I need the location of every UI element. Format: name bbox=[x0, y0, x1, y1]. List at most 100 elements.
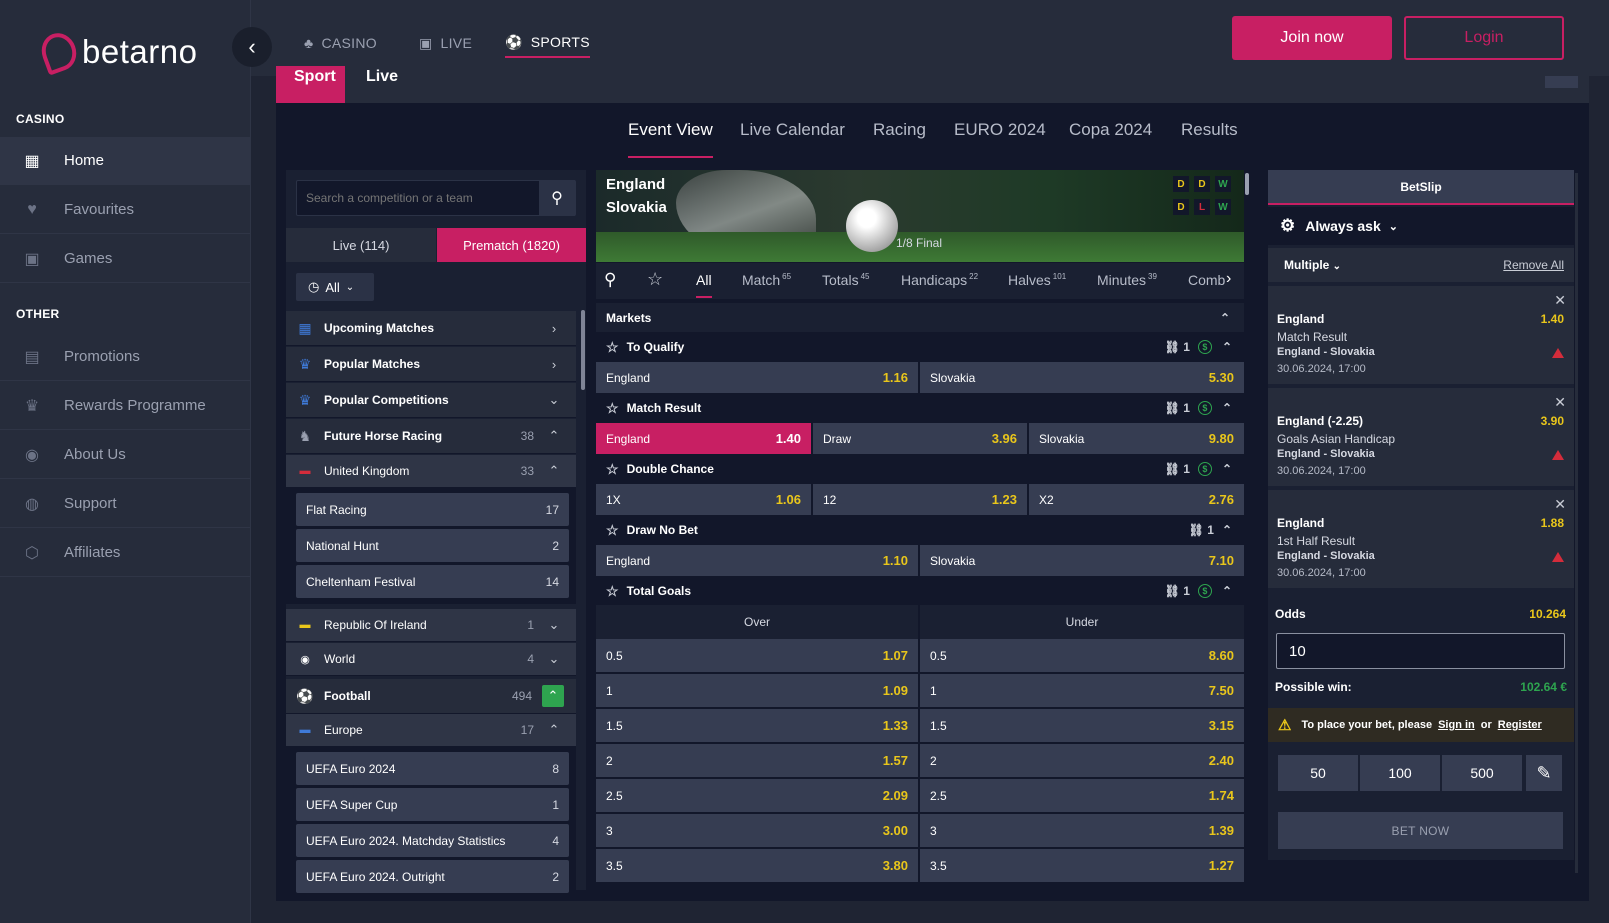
competition-cheltenham-festival[interactable]: Cheltenham Festival 14 bbox=[296, 565, 569, 598]
stake-chip-50[interactable]: 50 bbox=[1278, 755, 1358, 791]
topnav-live[interactable]: ▣ LIVE bbox=[419, 28, 472, 58]
market-draw-no-bet[interactable]: ☆ Draw No Bet ⛓ 1 ⌃ bbox=[596, 516, 1244, 544]
sidebar-item-affiliates[interactable]: ⬡ Affiliates bbox=[0, 529, 251, 577]
close-icon[interactable]: ✕ bbox=[1554, 496, 1566, 512]
sport-horse-racing[interactable]: ♞ Future Horse Racing 38 ⌃ bbox=[286, 419, 576, 454]
odd-under-3-5[interactable]: 3.5 1.27 bbox=[920, 849, 1244, 882]
tab-live-calendar[interactable]: Live Calendar bbox=[740, 120, 845, 139]
odd-dnb-slovakia[interactable]: Slovakia 7.10 bbox=[920, 545, 1244, 576]
odd-under-1[interactable]: 1 7.50 bbox=[920, 674, 1244, 707]
bet-now-button[interactable]: BET NOW bbox=[1278, 812, 1563, 849]
center-scrollbar[interactable] bbox=[1245, 173, 1249, 195]
odd-double-12[interactable]: 12 1.23 bbox=[813, 484, 1027, 515]
market-tab-totals[interactable]: Totals 45 bbox=[822, 272, 869, 288]
stake-chip-100[interactable]: 100 bbox=[1360, 755, 1440, 791]
tab-sport[interactable]: Sport bbox=[276, 66, 345, 103]
competition-national-hunt[interactable]: National Hunt 2 bbox=[296, 529, 569, 562]
competition-flat-racing[interactable]: Flat Racing 17 bbox=[296, 493, 569, 526]
market-to-qualify[interactable]: ☆ To Qualify ⛓ 1 $ ⌃ bbox=[596, 333, 1244, 361]
star-icon[interactable]: ☆ bbox=[606, 338, 619, 355]
competition-uefa-super-cup[interactable]: UEFA Super Cup 1 bbox=[296, 788, 569, 821]
odd-over-0-5[interactable]: 0.5 1.07 bbox=[596, 639, 918, 672]
join-now-button[interactable]: Join now bbox=[1232, 16, 1392, 60]
menu-popular-competitions[interactable]: ♛ Popular Competitions ⌄ bbox=[286, 383, 576, 418]
region-united-kingdom[interactable]: ▬ United Kingdom 33 ⌃ bbox=[286, 455, 576, 488]
odd-result-slovakia[interactable]: Slovakia 9.80 bbox=[1029, 423, 1244, 454]
competition-euro-outright[interactable]: UEFA Euro 2024. Outright 2 bbox=[296, 860, 569, 893]
sidebar-item-rewards[interactable]: ♛ Rewards Programme bbox=[0, 382, 251, 430]
odd-double-x2[interactable]: X2 2.76 bbox=[1029, 484, 1244, 515]
tab-live-events[interactable]: Live (114) bbox=[286, 228, 436, 262]
chevron-right-icon[interactable]: › bbox=[1226, 270, 1232, 287]
odd-qualify-england[interactable]: England 1.16 bbox=[596, 362, 918, 393]
odd-over-1-5[interactable]: 1.5 1.33 bbox=[596, 709, 918, 742]
sidebar-item-games[interactable]: ▣ Games bbox=[0, 235, 251, 283]
bet-type-select[interactable]: Multiple ⌄ bbox=[1284, 258, 1341, 272]
menu-upcoming-matches[interactable]: ▦ Upcoming Matches › bbox=[286, 311, 576, 346]
topnav-sports[interactable]: ⚽ SPORTS bbox=[505, 28, 590, 58]
tab-results[interactable]: Results bbox=[1181, 120, 1238, 139]
markets-header[interactable]: Markets ⌃ bbox=[596, 303, 1244, 332]
region-world[interactable]: ◉ World 4 ⌄ bbox=[286, 643, 576, 676]
market-search-icon[interactable]: ⚲ bbox=[604, 270, 617, 289]
menu-popular-matches[interactable]: ♛ Popular Matches › bbox=[286, 347, 576, 382]
search-button[interactable]: ⚲ bbox=[539, 180, 575, 216]
region-europe[interactable]: ▬ Europe 17 ⌃ bbox=[286, 714, 576, 747]
odd-result-england[interactable]: England 1.40 bbox=[596, 423, 811, 454]
odd-over-2-5[interactable]: 2.5 2.09 bbox=[596, 779, 918, 812]
odds-change-setting[interactable]: ⚙ Always ask ⌄ bbox=[1268, 207, 1574, 245]
competition-euro-matchday-stats[interactable]: UEFA Euro 2024. Matchday Statistics 4 bbox=[296, 824, 569, 857]
region-republic-of-ireland[interactable]: ▬ Republic Of Ireland 1 ⌄ bbox=[286, 609, 576, 642]
edit-chips-button[interactable]: ✎ bbox=[1526, 755, 1562, 791]
market-total-goals[interactable]: ☆ Total Goals ⛓ 1 $ ⌃ bbox=[596, 577, 1244, 605]
market-match-result[interactable]: ☆ Match Result ⛓ 1 $ ⌃ bbox=[596, 394, 1244, 422]
odd-double-1x[interactable]: 1X 1.06 bbox=[596, 484, 811, 515]
betslip-scrollbar[interactable] bbox=[1575, 173, 1578, 873]
sidebar-item-home[interactable]: ▦ Home bbox=[0, 137, 251, 185]
star-icon[interactable]: ☆ bbox=[606, 460, 619, 477]
sidebar-item-support[interactable]: ◍ Support bbox=[0, 480, 251, 528]
sidebar-item-promotions[interactable]: ▤ Promotions bbox=[0, 333, 251, 381]
odd-result-draw[interactable]: Draw 3.96 bbox=[813, 423, 1027, 454]
logo[interactable]: betarno bbox=[36, 28, 197, 76]
odd-under-0-5[interactable]: 0.5 8.60 bbox=[920, 639, 1244, 672]
market-tab-minutes[interactable]: Minutes 39 bbox=[1097, 272, 1157, 288]
odd-qualify-slovakia[interactable]: Slovakia 5.30 bbox=[920, 362, 1244, 393]
market-tab-all[interactable]: All bbox=[696, 272, 712, 298]
odd-over-2[interactable]: 2 1.57 bbox=[596, 744, 918, 777]
login-button[interactable]: Login bbox=[1404, 16, 1564, 60]
star-icon[interactable]: ☆ bbox=[647, 269, 664, 289]
close-icon[interactable]: ✕ bbox=[1554, 292, 1566, 308]
sidebar-item-favourites[interactable]: ♥ Favourites bbox=[0, 186, 251, 234]
topnav-casino[interactable]: ♣ CASINO bbox=[304, 28, 377, 58]
market-tab-match[interactable]: Match 65 bbox=[742, 272, 791, 288]
odd-dnb-england[interactable]: England 1.10 bbox=[596, 545, 918, 576]
odd-over-1[interactable]: 1 1.09 bbox=[596, 674, 918, 707]
tab-live[interactable]: Live bbox=[348, 66, 408, 103]
tab-event-view[interactable]: Event View bbox=[628, 120, 713, 158]
register-link[interactable]: Register bbox=[1497, 719, 1542, 731]
market-tab-combo[interactable]: Comb bbox=[1188, 272, 1228, 288]
competition-uefa-euro-2024[interactable]: UEFA Euro 2024 8 bbox=[296, 752, 569, 785]
tab-copa-2024[interactable]: Copa 2024 bbox=[1069, 120, 1153, 139]
left-scrollbar[interactable] bbox=[581, 310, 585, 390]
betslip-title[interactable]: BetSlip bbox=[1268, 170, 1574, 205]
stake-chip-500[interactable]: 500 bbox=[1442, 755, 1522, 791]
odd-over-3-5[interactable]: 3.5 3.80 bbox=[596, 849, 918, 882]
time-filter[interactable]: ◷ All ⌄ bbox=[296, 273, 374, 301]
sport-football[interactable]: ⚽ Football 494 ⌃ bbox=[286, 679, 576, 714]
star-icon[interactable]: ☆ bbox=[606, 399, 619, 416]
market-double-chance[interactable]: ☆ Double Chance ⛓ 1 $ ⌃ bbox=[596, 455, 1244, 483]
sign-in-link[interactable]: Sign in bbox=[1438, 719, 1475, 731]
odd-under-3[interactable]: 3 1.39 bbox=[920, 814, 1244, 847]
stake-input[interactable] bbox=[1276, 633, 1565, 669]
market-tab-halves[interactable]: Halves 101 bbox=[1008, 272, 1066, 288]
remove-all-link[interactable]: Remove All bbox=[1503, 258, 1564, 272]
tab-prematch[interactable]: Prematch (1820) bbox=[437, 228, 586, 262]
market-tab-handicaps[interactable]: Handicaps 22 bbox=[901, 272, 978, 288]
tab-racing[interactable]: Racing bbox=[873, 120, 926, 139]
odd-over-3[interactable]: 3 3.00 bbox=[596, 814, 918, 847]
odd-under-2-5[interactable]: 2.5 1.74 bbox=[920, 779, 1244, 812]
odd-under-2[interactable]: 2 2.40 bbox=[920, 744, 1244, 777]
search-input[interactable] bbox=[297, 181, 539, 215]
